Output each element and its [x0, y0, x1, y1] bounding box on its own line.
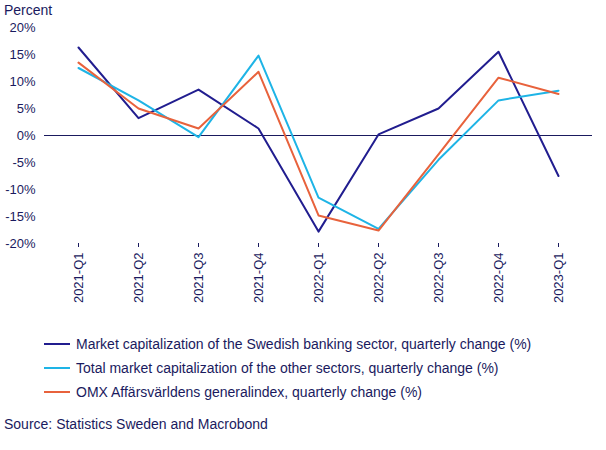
- svg-text:2022-Q2: 2022-Q2: [371, 253, 386, 304]
- html-text:Source: Statistics Sweden and: Source: Statistics Sweden and Macrobond: [4, 416, 268, 432]
- svg-text:2023-Q1: 2023-Q1: [551, 253, 566, 304]
- svg-text:2021-Q1: 2021-Q1: [71, 253, 86, 304]
- svg-text:5%: 5%: [17, 101, 36, 116]
- svg-text:15%: 15%: [9, 47, 35, 62]
- svg-text:20%: 20%: [9, 20, 35, 35]
- html-text:Total market capitalization of: Total market capitalization of the other…: [76, 360, 499, 376]
- svg-text:-20%: -20%: [5, 236, 36, 251]
- svg-text:10%: 10%: [9, 74, 35, 89]
- svg-text:2021-Q3: 2021-Q3: [191, 253, 206, 304]
- svg-text:2021-Q2: 2021-Q2: [131, 253, 146, 304]
- html-text:OMX Affärsvärldens generalinde: OMX Affärsvärldens generalindex, quarter…: [76, 384, 422, 400]
- html-text:Percent: Percent: [4, 2, 53, 18]
- svg-text:2022-Q3: 2022-Q3: [431, 253, 446, 304]
- svg-text:2022-Q1: 2022-Q1: [311, 253, 326, 304]
- svg-text:-15%: -15%: [5, 209, 36, 224]
- svg-text:2021-Q4: 2021-Q4: [251, 253, 266, 304]
- svg-text:0%: 0%: [17, 128, 36, 143]
- html-text:Market capitalization of the S: Market capitalization of the Swedish ban…: [76, 336, 532, 352]
- svg-text:-5%: -5%: [12, 155, 36, 170]
- svg-text:2022-Q4: 2022-Q4: [491, 253, 506, 304]
- svg-text:-10%: -10%: [5, 182, 36, 197]
